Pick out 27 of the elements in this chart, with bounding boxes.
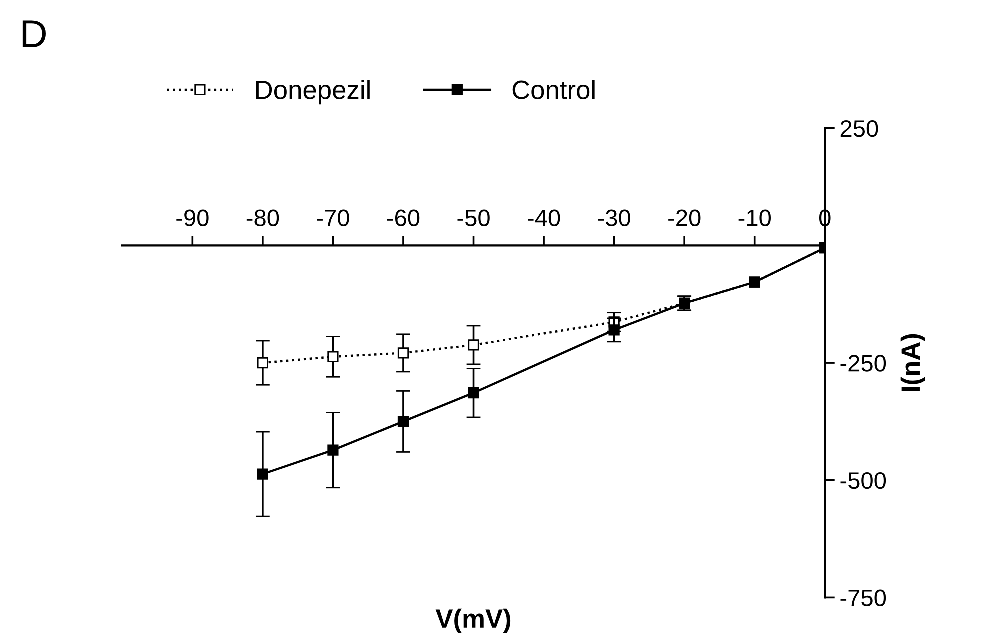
x-tick-label: -80 (246, 210, 280, 226)
x-tick-label: -40 (528, 210, 560, 226)
x-tick-label: -20 (668, 210, 701, 226)
point (328, 351, 339, 363)
point (328, 444, 339, 456)
y-axis-title: I(nA) (900, 334, 926, 392)
x-tick-label: -70 (317, 210, 350, 226)
point (257, 357, 268, 369)
point (468, 388, 480, 399)
x-tick-label: -50 (458, 210, 490, 226)
point (468, 340, 480, 351)
x-tick-label: -30 (598, 210, 630, 226)
x-axis-title: V(mV) (436, 608, 511, 634)
legend-label: Donepezil (256, 80, 370, 105)
y-tick-label: -500 (840, 472, 886, 490)
chart-title: D (22, 20, 46, 48)
y-tick-label: 250 (840, 120, 878, 138)
point (398, 416, 410, 428)
legend-label: Control (512, 80, 595, 100)
point (257, 468, 268, 480)
x-tick-label: -10 (738, 210, 771, 226)
point (608, 324, 620, 336)
x-tick-label: -60 (387, 210, 420, 226)
y-tick-label: -250 (840, 355, 886, 372)
x-tick-label: -90 (176, 210, 209, 226)
point (398, 348, 410, 359)
y-tick-label: -750 (840, 590, 886, 606)
